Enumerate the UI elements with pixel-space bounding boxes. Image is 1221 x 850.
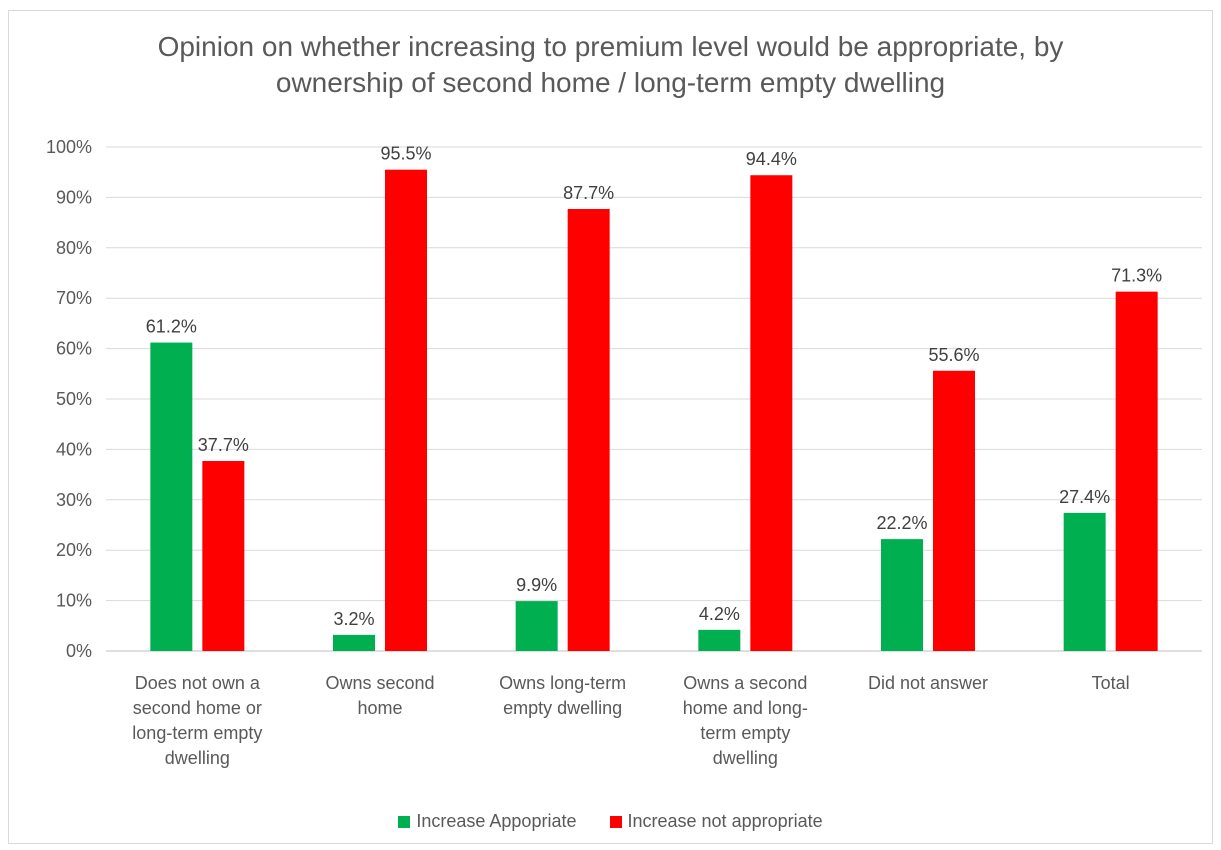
bar	[1115, 291, 1158, 651]
y-tick-label: 40%	[56, 439, 92, 459]
data-label: 9.9%	[516, 575, 557, 595]
chart-title-line-2: ownership of second home / long-term emp…	[275, 67, 946, 98]
y-tick-label: 30%	[56, 490, 92, 510]
x-category-label: Owns a second home and long-term empty dwe…	[683, 673, 808, 768]
y-tick-label: 60%	[56, 339, 92, 359]
data-label: 61.2%	[146, 317, 197, 337]
bar	[698, 629, 741, 651]
legend-swatch-red	[609, 815, 622, 828]
legend: Increase Appopriate Increase not appropr…	[9, 811, 1212, 833]
y-tick-label: 100%	[46, 137, 92, 157]
bar	[750, 175, 793, 651]
x-category-label: Owns second home	[325, 673, 434, 718]
legend-label-increase-appropriate: Increase Appopriate	[416, 811, 577, 831]
bar	[881, 539, 923, 651]
bar	[933, 370, 975, 651]
chart-frame: Opinion on whether increasing to premium…	[8, 10, 1213, 844]
x-category-label: Does not own a second home or long-term em…	[132, 673, 262, 768]
y-tick-label: 0%	[66, 641, 92, 661]
data-label: 22.2%	[876, 513, 927, 533]
data-label: 94.4%	[746, 149, 797, 169]
y-tick-label: 10%	[56, 591, 92, 611]
y-tick-label: 50%	[56, 389, 92, 409]
data-label: 3.2%	[333, 609, 374, 629]
x-category-label: Owns long-term empty dwelling	[499, 673, 626, 718]
y-tick-label: 80%	[56, 238, 92, 258]
y-tick-label: 20%	[56, 540, 92, 560]
bar	[150, 342, 193, 651]
legend-item-increase-not-appropriate: Increase not appropriate	[609, 811, 823, 832]
bar	[333, 634, 375, 651]
legend-swatch-green	[398, 815, 411, 828]
legend-label-increase-not-appropriate: Increase not appropriate	[627, 811, 823, 831]
bar	[567, 208, 610, 651]
data-label: 55.6%	[928, 345, 979, 365]
chart-title-line-1: Opinion on whether increasing to premium…	[157, 31, 1064, 62]
chart-title: Opinion on whether increasing to premium…	[9, 29, 1212, 101]
y-tick-label: 70%	[56, 288, 92, 308]
data-label: 71.3%	[1111, 266, 1162, 286]
bar	[202, 460, 245, 651]
data-label: 27.4%	[1059, 487, 1110, 507]
data-label: 95.5%	[380, 144, 431, 164]
legend-item-increase-appropriate: Increase Appopriate	[398, 811, 576, 832]
x-category-label: Total	[1092, 673, 1130, 693]
plot-area: 0% 10% 20% 30% 40% 50% 60% 70% 80% 90% 100% 61.2% 3.…	[46, 137, 1202, 768]
data-label: 87.7%	[563, 183, 614, 203]
y-tick-label: 90%	[56, 187, 92, 207]
bar	[515, 601, 558, 651]
data-label: 37.7%	[198, 435, 249, 455]
bar	[1063, 512, 1106, 651]
bar	[385, 169, 427, 651]
x-category-label: Did not answer	[868, 673, 988, 693]
data-label: 4.2%	[699, 604, 740, 624]
